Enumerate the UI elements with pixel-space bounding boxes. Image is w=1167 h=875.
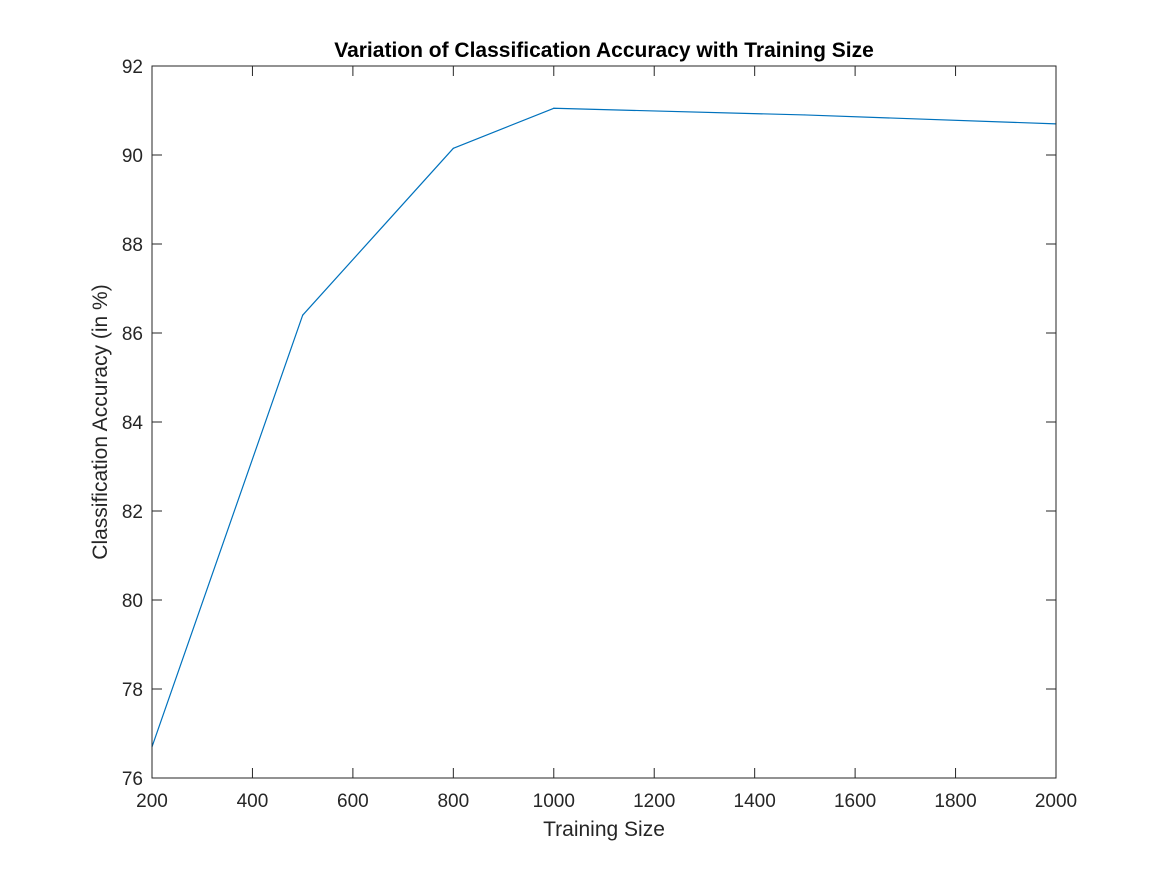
y-tick-label: 88: [122, 235, 143, 256]
x-tick-label: 200: [136, 791, 168, 812]
data-point: [553, 107, 555, 109]
x-axis-label: Training Size: [543, 818, 665, 841]
tick-labels-layer: 200 400 600 800 1000 1200 1400 1600 1800 2000 76 78…: [122, 57, 1077, 812]
x-tick-label: 1000: [533, 791, 575, 812]
y-tick-label: 92: [122, 57, 143, 78]
y-tick-label: 78: [122, 680, 143, 701]
y-tick-label: 82: [122, 502, 143, 523]
plot-background: [152, 66, 1056, 778]
y-axis-label: Classification Accuracy (in %): [89, 284, 112, 559]
series-line: [151, 107, 1057, 748]
y-tick-label: 90: [122, 146, 143, 167]
y-tick-label: 84: [122, 413, 144, 434]
x-tick-label: 600: [337, 791, 369, 812]
y-tick-label: 76: [122, 769, 143, 790]
x-tick-label: 2000: [1035, 791, 1077, 812]
x-tick-label: 1600: [834, 791, 876, 812]
y-tick-label: 80: [122, 591, 143, 612]
data-point: [452, 147, 454, 149]
data-point: [302, 314, 304, 316]
chart-title: Variation of Classification Accuracy wit…: [334, 39, 874, 62]
x-tick-label: 1400: [734, 791, 776, 812]
x-tick-label: 800: [437, 791, 469, 812]
axes-box: [151, 65, 1057, 779]
data-point: [804, 114, 806, 116]
y-tick-label: 86: [122, 324, 143, 345]
x-tick-label: 400: [237, 791, 269, 812]
x-tick-label: 1800: [934, 791, 976, 812]
x-tick-label: 1200: [633, 791, 675, 812]
